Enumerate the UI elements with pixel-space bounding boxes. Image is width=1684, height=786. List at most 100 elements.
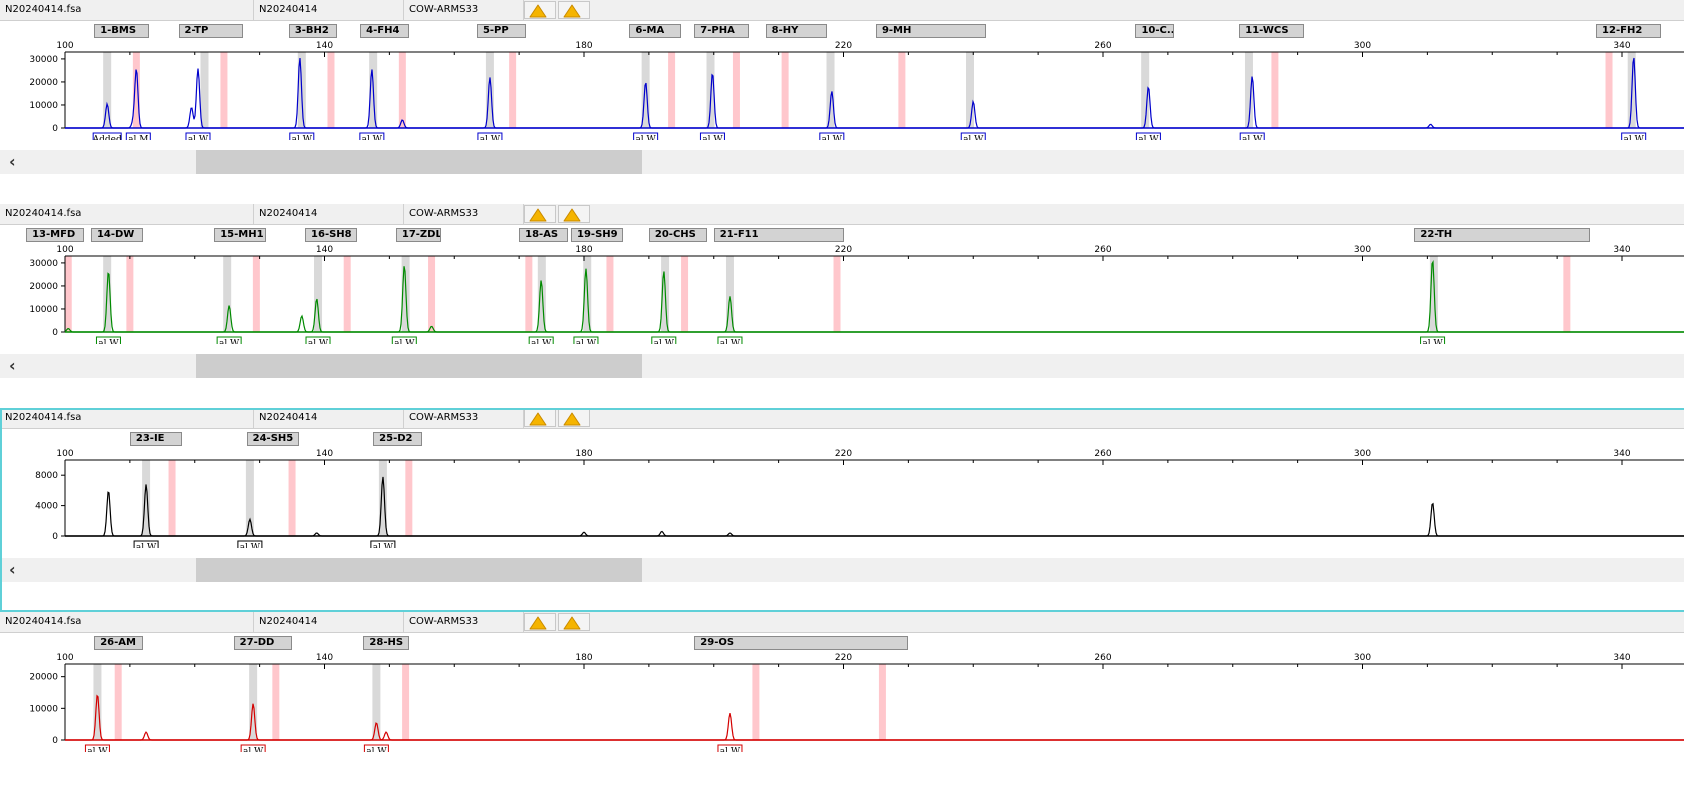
scrollbar-thumb[interactable]	[196, 354, 642, 378]
electropherogram-panel[interactable]: N20240414.fsa N20240414 COW-ARMS33 26-AM 27-…	[0, 612, 1684, 786]
run-name-cell[interactable]: N20240414	[254, 0, 404, 20]
marker-bar[interactable]: 9-MH	[875, 24, 987, 38]
allele-call-label[interactable]: al W	[633, 132, 659, 140]
allele-call-label[interactable]: al W	[216, 336, 242, 344]
marker-bar[interactable]: 20-CHS	[648, 228, 708, 242]
marker-bar[interactable]: 7-PHA	[694, 24, 750, 38]
allele-call-label[interactable]: al W	[477, 132, 503, 140]
allele-call-label[interactable]: al W	[363, 744, 389, 752]
run-name-cell[interactable]: N20240414	[254, 408, 404, 428]
marker-bar[interactable]: 6-MA	[629, 24, 682, 38]
marker-bar[interactable]: 19-SH9	[571, 228, 623, 242]
allele-call-label[interactable]: al W	[573, 336, 599, 344]
trace-plot[interactable]: 100 140 180 220 260 300 340 20000 10000 0 al W al W…	[0, 612, 1684, 752]
marker-bar[interactable]: 11-WCS	[1239, 24, 1305, 38]
allele-call-label[interactable]: al W	[289, 132, 315, 140]
run-name-cell[interactable]: N20240414	[254, 612, 404, 632]
marker-bar[interactable]: 2-TP	[178, 24, 244, 38]
allele-call-text: al W	[292, 135, 313, 140]
allele-call-label[interactable]: al W	[95, 336, 121, 344]
allele-call-label[interactable]: al W	[699, 132, 725, 140]
allele-call-label[interactable]: al W	[717, 744, 743, 752]
warning-status-button[interactable]	[524, 1, 556, 19]
marker-bar[interactable]: 18-AS	[519, 228, 568, 242]
horizontal-scrollbar[interactable]: ‹	[0, 150, 1684, 174]
marker-bar[interactable]: 28-HS	[363, 636, 409, 650]
rfu-tick-label: 20000	[29, 282, 58, 292]
scroll-left-icon[interactable]: ‹	[9, 152, 16, 171]
file-name-cell[interactable]: N20240414.fsa	[0, 0, 254, 20]
marker-bar[interactable]: 26-AM	[94, 636, 143, 650]
allele-call-label[interactable]: al W	[305, 336, 331, 344]
allele-call-label[interactable]: al W	[960, 132, 986, 140]
marker-bar[interactable]: 14-DW	[90, 228, 143, 242]
marker-bar[interactable]: 3-BH2	[288, 24, 338, 38]
horizontal-scrollbar[interactable]: ‹	[0, 558, 1684, 582]
file-name-cell[interactable]: N20240414.fsa	[0, 408, 254, 428]
electropherogram-panel[interactable]: N20240414.fsa N20240414 COW-ARMS33 13-MFD 14…	[0, 204, 1684, 378]
allele-call-label[interactable]: al W	[391, 336, 417, 344]
allele-call-label[interactable]: al W	[240, 744, 266, 752]
warning-status-button[interactable]	[558, 409, 590, 427]
panel-name-cell[interactable]: COW-ARMS33	[404, 408, 524, 428]
allele-call-label[interactable]: al W	[84, 744, 110, 752]
trace-plot[interactable]: 100 140 180 220 260 300 340 8000 4000 0 al W al W al…	[0, 408, 1684, 548]
panel-header: N20240414.fsa N20240414 COW-ARMS33	[0, 204, 1684, 225]
marker-bar[interactable]: 21-F11	[713, 228, 844, 242]
warning-status-button[interactable]	[558, 613, 590, 631]
electropherogram-panel[interactable]: N20240414.fsa N20240414 COW-ARMS33 23-IE 24-…	[0, 408, 1684, 582]
marker-bar[interactable]: 4-FH4	[360, 24, 409, 38]
scrollbar-thumb[interactable]	[196, 150, 642, 174]
marker-bar[interactable]: 27-DD	[233, 636, 293, 650]
allele-call-label[interactable]: al W	[528, 336, 554, 344]
scroll-left-icon[interactable]: ‹	[9, 356, 16, 375]
marker-bar[interactable]: 23-IE	[129, 432, 182, 446]
panel-name-cell[interactable]: COW-ARMS33	[404, 204, 524, 224]
trace-plot[interactable]: 100 140 180 220 260 300 340 30000 20000 10000 0 al …	[0, 204, 1684, 344]
allele-call-text: al W	[373, 543, 394, 548]
marker-bar[interactable]: 12-FH2	[1596, 24, 1661, 38]
scrollbar-thumb[interactable]	[196, 558, 642, 582]
electropherogram-panel[interactable]: N20240414.fsa N20240414 COW-ARMS33 1-BMS 2-T…	[0, 0, 1684, 174]
rfu-tick-label: 10000	[29, 101, 58, 111]
marker-bar[interactable]: 1-BMS	[94, 24, 150, 38]
trace-plot[interactable]: 100 140 180 220 260 300 340 30000 20000 10000 0 Add…	[0, 0, 1684, 140]
allele-call-label[interactable]: al W	[185, 132, 211, 140]
panel-name-cell[interactable]: COW-ARMS33	[404, 612, 524, 632]
warning-status-button[interactable]	[524, 205, 556, 223]
file-name-cell[interactable]: N20240414.fsa	[0, 612, 254, 632]
run-name-cell[interactable]: N20240414	[254, 204, 404, 224]
marker-bar[interactable]: 13-MFD	[26, 228, 85, 242]
allele-call-label[interactable]: al W	[370, 540, 396, 548]
allele-call-label[interactable]: al W	[1135, 132, 1161, 140]
marker-bar[interactable]: 25-D2	[373, 432, 422, 446]
marker-bar[interactable]: 29-OS	[694, 636, 909, 650]
allele-call-label[interactable]: al W	[651, 336, 677, 344]
allele-call-label[interactable]: al W	[717, 336, 743, 344]
marker-bar[interactable]: 15-MH1	[214, 228, 267, 242]
warning-status-button[interactable]	[558, 1, 590, 19]
scroll-left-icon[interactable]: ‹	[9, 560, 16, 579]
allele-call-label[interactable]: al W	[1420, 336, 1446, 344]
allele-call-label[interactable]: al W	[1621, 132, 1647, 140]
marker-bar[interactable]: 10-C...	[1135, 24, 1175, 38]
allele-call-label[interactable]: al W	[1239, 132, 1265, 140]
rfu-tick-label: 30000	[29, 259, 58, 269]
allele-call-label[interactable]: al M	[125, 132, 151, 140]
allele-call-label[interactable]: al W	[359, 132, 385, 140]
file-name-cell[interactable]: N20240414.fsa	[0, 204, 254, 224]
marker-bar[interactable]: 8-HY	[765, 24, 828, 38]
marker-bar[interactable]: 24-SH5	[246, 432, 299, 446]
marker-bar[interactable]: 17-ZDL	[395, 228, 442, 242]
warning-status-button[interactable]	[558, 205, 590, 223]
allele-call-label[interactable]: al W	[819, 132, 845, 140]
allele-call-label[interactable]: al W	[133, 540, 159, 548]
horizontal-scrollbar[interactable]: ‹	[0, 354, 1684, 378]
marker-bar[interactable]: 16-SH8	[305, 228, 357, 242]
marker-bar[interactable]: 5-PP	[476, 24, 526, 38]
panel-name-cell[interactable]: COW-ARMS33	[404, 0, 524, 20]
marker-bar[interactable]: 22-TH	[1414, 228, 1590, 242]
allele-call-label[interactable]: al W	[237, 540, 263, 548]
warning-status-button[interactable]	[524, 613, 556, 631]
